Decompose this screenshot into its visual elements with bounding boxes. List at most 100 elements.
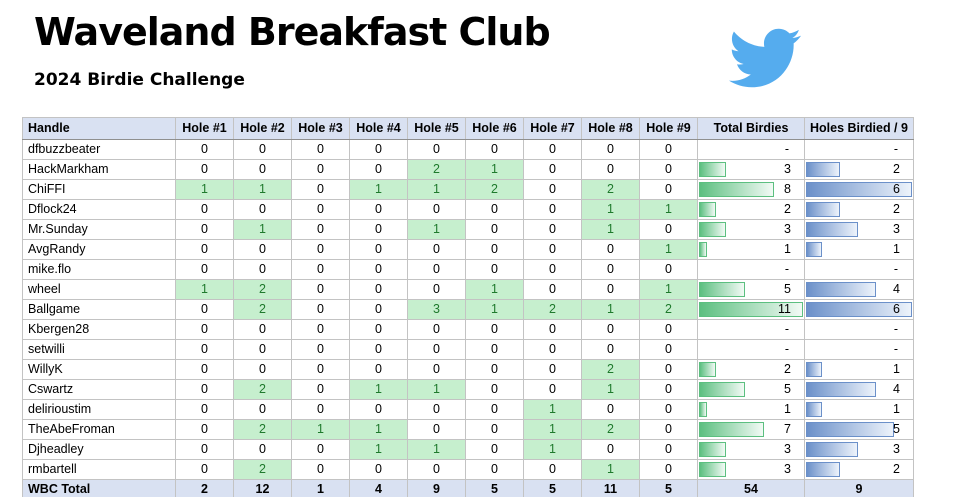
hole-8-cell[interactable]: 1 xyxy=(581,379,640,400)
holes-birdied-cell[interactable]: - xyxy=(804,259,914,280)
hole-5-cell[interactable]: 2 xyxy=(407,159,466,180)
hole-9-cell[interactable]: 0 xyxy=(639,139,698,160)
handle-cell[interactable]: Djheadley xyxy=(22,439,176,460)
total-birdies-cell[interactable]: 1 xyxy=(697,239,805,260)
hole-6-cell[interactable]: 1 xyxy=(465,279,524,300)
hole-7-cell[interactable]: 0 xyxy=(523,279,582,300)
hole-7-cell[interactable]: 0 xyxy=(523,459,582,480)
handle-cell[interactable]: Mr.Sunday xyxy=(22,219,176,240)
hole-6-cell[interactable]: 1 xyxy=(465,299,524,320)
hole-1-cell[interactable]: 0 xyxy=(175,159,234,180)
hole-5-cell[interactable]: 0 xyxy=(407,199,466,220)
holes-birdied-cell[interactable]: 4 xyxy=(804,279,914,300)
hole-9-cell[interactable]: 0 xyxy=(639,259,698,280)
hole-4-cell[interactable]: 1 xyxy=(349,439,408,460)
total-row-label[interactable]: WBC Total xyxy=(22,479,176,497)
total-birdies-cell[interactable]: 5 xyxy=(697,279,805,300)
handle-cell[interactable]: ChiFFI xyxy=(22,179,176,200)
total-birdies-cell[interactable]: 3 xyxy=(697,459,805,480)
hole-6-cell[interactable]: 0 xyxy=(465,199,524,220)
hole-5-cell[interactable]: 0 xyxy=(407,319,466,340)
hole-1-cell[interactable]: 1 xyxy=(175,179,234,200)
hole-8-cell[interactable]: 0 xyxy=(581,319,640,340)
hole-1-cell[interactable]: 0 xyxy=(175,319,234,340)
total-birdies-cell[interactable]: 2 xyxy=(697,359,805,380)
hole-2-cell[interactable]: 0 xyxy=(233,319,292,340)
hole-2-cell[interactable]: 2 xyxy=(233,279,292,300)
hole-4-cell[interactable]: 0 xyxy=(349,299,408,320)
hole-3-cell[interactable]: 0 xyxy=(291,459,350,480)
hole-1-cell[interactable]: 0 xyxy=(175,199,234,220)
column-header-holes-birdied-9[interactable]: Holes Birdied / 9 xyxy=(804,117,914,140)
hole-7-cell[interactable]: 1 xyxy=(523,439,582,460)
hole-6-cell[interactable]: 0 xyxy=(465,259,524,280)
hole-4-cell[interactable]: 0 xyxy=(349,139,408,160)
hole-3-cell[interactable]: 0 xyxy=(291,299,350,320)
handle-cell[interactable]: Cswartz xyxy=(22,379,176,400)
hole-3-cell[interactable]: 0 xyxy=(291,319,350,340)
hole-4-cell[interactable]: 0 xyxy=(349,199,408,220)
hole-4-cell[interactable]: 1 xyxy=(349,179,408,200)
handle-cell[interactable]: AvgRandy xyxy=(22,239,176,260)
hole-5-cell[interactable]: 0 xyxy=(407,339,466,360)
hole-8-cell[interactable]: 0 xyxy=(581,139,640,160)
total-hole-9-cell[interactable]: 5 xyxy=(639,479,698,497)
handle-cell[interactable]: Kbergen28 xyxy=(22,319,176,340)
hole-6-cell[interactable]: 0 xyxy=(465,339,524,360)
total-birdies-cell[interactable]: 3 xyxy=(697,219,805,240)
hole-9-cell[interactable]: 0 xyxy=(639,439,698,460)
hole-4-cell[interactable]: 0 xyxy=(349,239,408,260)
hole-3-cell[interactable]: 0 xyxy=(291,159,350,180)
handle-cell[interactable]: TheAbeFroman xyxy=(22,419,176,440)
hole-7-cell[interactable]: 0 xyxy=(523,339,582,360)
hole-3-cell[interactable]: 0 xyxy=(291,139,350,160)
hole-9-cell[interactable]: 0 xyxy=(639,359,698,380)
column-header-handle[interactable]: Handle xyxy=(22,117,176,140)
handle-cell[interactable]: dfbuzzbeater xyxy=(22,139,176,160)
hole-4-cell[interactable]: 0 xyxy=(349,219,408,240)
hole-6-cell[interactable]: 0 xyxy=(465,439,524,460)
total-birdies-cell[interactable]: 8 xyxy=(697,179,805,200)
hole-2-cell[interactable]: 2 xyxy=(233,379,292,400)
hole-7-cell[interactable]: 0 xyxy=(523,139,582,160)
hole-4-cell[interactable]: 0 xyxy=(349,399,408,420)
hole-8-cell[interactable]: 1 xyxy=(581,199,640,220)
hole-3-cell[interactable]: 1 xyxy=(291,419,350,440)
total-birdies-cell[interactable]: - xyxy=(697,259,805,280)
handle-cell[interactable]: rmbartell xyxy=(22,459,176,480)
hole-8-cell[interactable]: 1 xyxy=(581,299,640,320)
holes-birdied-cell[interactable]: 6 xyxy=(804,299,914,320)
hole-2-cell[interactable]: 1 xyxy=(233,219,292,240)
hole-3-cell[interactable]: 0 xyxy=(291,359,350,380)
holes-birdied-cell[interactable]: 2 xyxy=(804,159,914,180)
total-birdies-cell[interactable]: 3 xyxy=(697,159,805,180)
hole-7-cell[interactable]: 0 xyxy=(523,379,582,400)
hole-7-cell[interactable]: 1 xyxy=(523,399,582,420)
hole-8-cell[interactable]: 0 xyxy=(581,239,640,260)
hole-9-cell[interactable]: 0 xyxy=(639,339,698,360)
holes-birdied-cell[interactable]: 3 xyxy=(804,439,914,460)
hole-4-cell[interactable]: 0 xyxy=(349,159,408,180)
hole-7-cell[interactable]: 2 xyxy=(523,299,582,320)
hole-5-cell[interactable]: 0 xyxy=(407,239,466,260)
hole-2-cell[interactable]: 0 xyxy=(233,259,292,280)
hole-1-cell[interactable]: 0 xyxy=(175,359,234,380)
hole-6-cell[interactable]: 0 xyxy=(465,379,524,400)
column-header-hole-6[interactable]: Hole #6 xyxy=(465,117,524,140)
holes-birdied-cell[interactable]: 1 xyxy=(804,399,914,420)
hole-5-cell[interactable]: 0 xyxy=(407,279,466,300)
hole-2-cell[interactable]: 0 xyxy=(233,239,292,260)
hole-3-cell[interactable]: 0 xyxy=(291,279,350,300)
hole-6-cell[interactable]: 0 xyxy=(465,239,524,260)
total-birdies-grand-total[interactable]: 54 xyxy=(697,479,805,497)
hole-6-cell[interactable]: 0 xyxy=(465,419,524,440)
hole-3-cell[interactable]: 0 xyxy=(291,439,350,460)
hole-6-cell[interactable]: 0 xyxy=(465,319,524,340)
hole-8-cell[interactable]: 0 xyxy=(581,259,640,280)
hole-5-cell[interactable]: 1 xyxy=(407,379,466,400)
hole-9-cell[interactable]: 1 xyxy=(639,239,698,260)
column-header-hole-5[interactable]: Hole #5 xyxy=(407,117,466,140)
holes-birdied-cell[interactable]: - xyxy=(804,139,914,160)
hole-3-cell[interactable]: 0 xyxy=(291,379,350,400)
hole-1-cell[interactable]: 1 xyxy=(175,279,234,300)
